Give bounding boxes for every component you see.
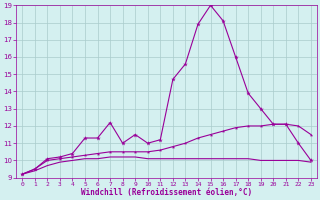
X-axis label: Windchill (Refroidissement éolien,°C): Windchill (Refroidissement éolien,°C) [81, 188, 252, 197]
